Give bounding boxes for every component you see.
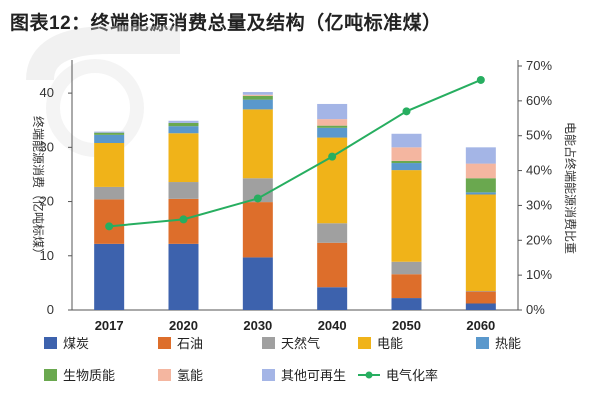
right-tick-label: 60% — [526, 93, 552, 108]
chart-title: 图表12：终端能源消费总量及结构（亿吨标准煤） — [10, 13, 442, 34]
bar-segment — [465, 303, 496, 310]
left-tick-label: 10 — [40, 248, 54, 263]
bar-segment — [94, 132, 125, 135]
right-tick-label: 10% — [526, 267, 552, 282]
bar-segment — [317, 127, 348, 138]
right-tick-label: 30% — [526, 197, 552, 212]
bar-segment — [317, 137, 348, 224]
legend-swatch — [262, 369, 275, 381]
bar-segment — [391, 163, 422, 171]
bar-segment — [317, 119, 348, 126]
bar-segment — [94, 186, 125, 200]
electrification-point — [179, 215, 188, 224]
legend-label: 天然气 — [281, 336, 320, 351]
legend-swatch — [476, 337, 489, 349]
bar-segment — [391, 170, 422, 262]
bar-segment — [391, 261, 422, 275]
bar-segment — [242, 94, 273, 96]
bar-segment — [242, 257, 273, 310]
x-tick-label: 2060 — [466, 318, 495, 333]
electrification-line — [109, 79, 482, 228]
electrification-point — [402, 107, 411, 116]
bar-segment — [465, 192, 496, 195]
bar-segment — [94, 134, 125, 143]
bar-segment — [242, 92, 273, 95]
bar-segment — [465, 147, 496, 164]
electrification-point — [105, 222, 114, 231]
electrification-point — [476, 75, 485, 84]
bar-segment — [465, 163, 496, 179]
bar-segment — [465, 291, 496, 304]
bar-segment — [465, 178, 496, 193]
bar-segment — [94, 142, 125, 187]
left-tick-label: 30 — [40, 139, 54, 154]
bar-segment — [391, 298, 422, 310]
legend-label: 其他可再生 — [281, 368, 346, 383]
bar-segment — [168, 243, 199, 310]
right-axis-title: 电能占终端能源消费比重 — [563, 122, 578, 254]
electrification-point — [253, 194, 262, 203]
bar-segment — [242, 202, 273, 258]
left-tick-label: 20 — [40, 194, 54, 209]
right-tick-label: 20% — [526, 232, 552, 247]
x-tick-label: 2017 — [95, 318, 124, 333]
right-tick-label: 0% — [526, 302, 545, 317]
bar-segment — [168, 120, 199, 123]
legend-swatch — [158, 369, 171, 381]
legend-swatch — [44, 369, 57, 381]
x-tick-label: 2030 — [243, 318, 272, 333]
x-tick-label: 2040 — [318, 318, 347, 333]
legend-label: 煤炭 — [63, 336, 89, 351]
legend-label: 石油 — [177, 336, 203, 351]
bar-segment — [317, 287, 348, 310]
bar-segment — [391, 274, 422, 299]
bar-segment — [168, 133, 199, 183]
legend-label: 电能 — [377, 336, 403, 351]
bar-segment — [94, 199, 125, 244]
bar-segment — [391, 147, 422, 161]
legend-label: 电气化率 — [386, 368, 438, 383]
right-tick-label: 70% — [526, 58, 552, 73]
legend-swatch — [262, 337, 275, 349]
bar-segment — [465, 194, 496, 292]
x-tick-label: 2020 — [169, 318, 198, 333]
bar-segment — [242, 99, 273, 110]
legend-label: 热能 — [495, 336, 521, 351]
left-tick-label: 40 — [40, 85, 54, 100]
x-tick-label: 2050 — [392, 318, 421, 333]
bar-segment — [168, 126, 199, 134]
legend-label: 氢能 — [177, 368, 203, 383]
legend-swatch — [358, 337, 371, 349]
legend-swatch — [44, 337, 57, 349]
bar-segment — [317, 242, 348, 288]
legend-label: 生物质能 — [63, 368, 115, 383]
bar-segment — [94, 243, 125, 310]
bar-segment — [242, 95, 273, 100]
right-tick-label: 50% — [526, 128, 552, 143]
bar-segment — [317, 103, 348, 120]
bar-segment — [168, 122, 199, 127]
bar-segment — [391, 160, 422, 164]
legend-line-marker — [365, 371, 373, 379]
legend-swatch — [158, 337, 171, 349]
bar-segment — [242, 109, 273, 179]
electrification-point — [328, 152, 337, 161]
bar-segment — [317, 125, 348, 128]
left-tick-label: 0 — [47, 302, 54, 317]
bar-segment — [242, 178, 273, 203]
bar-segment — [465, 291, 496, 292]
bar-segment — [391, 133, 422, 148]
right-tick-label: 40% — [526, 163, 552, 178]
bar-segment — [168, 182, 199, 199]
left-axis-title: 终端能源消费（亿吨标煤） — [31, 116, 46, 260]
bar-segment — [317, 223, 348, 243]
bar-segment — [94, 131, 125, 133]
